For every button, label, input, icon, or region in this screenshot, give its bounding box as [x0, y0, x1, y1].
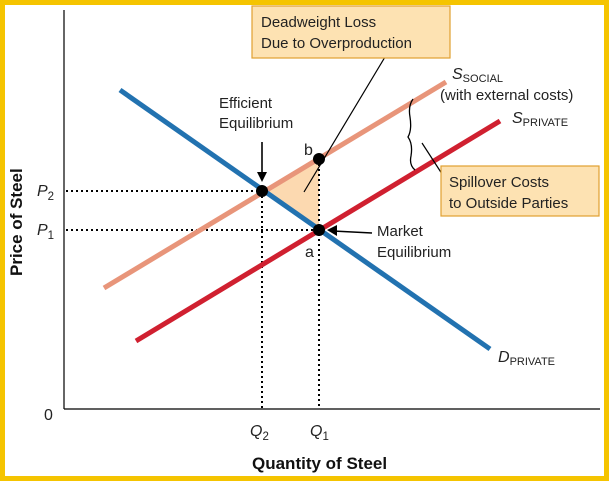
d-private-label: DPRIVATE [498, 349, 555, 368]
x-axis-title: Quantity of Steel [252, 454, 387, 473]
s-social-note: (with external costs) [440, 87, 573, 104]
efficient-equilibrium-label-line1: Efficient [219, 95, 273, 112]
p2-tick-label: P2 [37, 183, 54, 203]
spillover-callout-line1: Spillover Costs [449, 174, 549, 191]
s-social-label: SSOCIAL [452, 66, 503, 85]
efficient-equilibrium-label-line2: Equilibrium [219, 115, 293, 132]
point-b-label: b [304, 142, 313, 159]
efficient-equilibrium-point [256, 185, 268, 197]
spillover-costs-callout [440, 165, 600, 217]
market-arrowhead [327, 225, 337, 236]
s-social-curve [102, 79, 448, 291]
point-b [313, 153, 325, 165]
market-equilibrium-label-line1: Market [377, 223, 424, 240]
market-arrow [332, 230, 373, 234]
deadweight-callout-line2: Due to Overproduction [261, 35, 412, 52]
deadweight-callout-line1: Deadweight Loss [261, 14, 376, 31]
s-private-label: SPRIVATE [512, 110, 568, 129]
q1-tick-label: Q1 [310, 423, 329, 443]
point-a-label: a [305, 244, 314, 261]
spillover-leader-line [421, 142, 445, 178]
origin-label: 0 [44, 407, 53, 424]
q2-tick-label: Q2 [250, 423, 269, 443]
deadweight-loss-area [262, 159, 319, 230]
market-equilibrium-label-line2: Equilibrium [377, 244, 451, 261]
deadweight-loss-callout [251, 5, 451, 59]
p1-tick-label: P1 [37, 222, 54, 242]
deadweight-leader-line [303, 56, 386, 193]
spillover-callout-line2: to Outside Parties [449, 195, 568, 212]
efficient-arrowhead [257, 172, 267, 182]
point-a [313, 224, 325, 236]
y-axis-title: Price of Steel [7, 168, 26, 276]
d-private-curve [118, 87, 492, 352]
spillover-brace [407, 98, 416, 171]
